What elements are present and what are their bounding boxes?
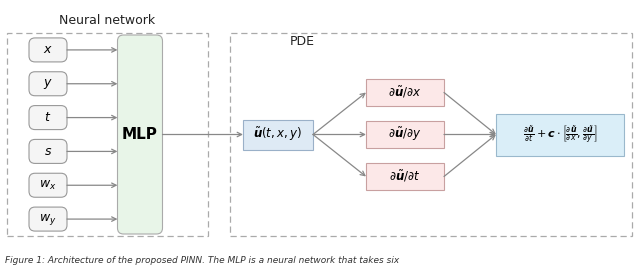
Bar — [7, 33, 208, 236]
Text: PDE: PDE — [290, 35, 315, 48]
Text: $\tilde{\boldsymbol{u}}(t,x,y)$: $\tilde{\boldsymbol{u}}(t,x,y)$ — [253, 126, 303, 143]
Bar — [230, 33, 632, 236]
Text: $t$: $t$ — [44, 111, 52, 124]
Text: $y$: $y$ — [43, 77, 53, 91]
Text: $s$: $s$ — [44, 145, 52, 158]
Text: MLP: MLP — [122, 127, 158, 142]
Text: $w_x$: $w_x$ — [39, 179, 57, 192]
Text: $\frac{\partial \tilde{\boldsymbol{u}}}{\partial t} + \boldsymbol{c} \cdot \left: $\frac{\partial \tilde{\boldsymbol{u}}}{… — [523, 123, 597, 145]
FancyBboxPatch shape — [118, 35, 163, 234]
Text: Figure 1: Architecture of the proposed PINN. The MLP is a neural network that ta: Figure 1: Architecture of the proposed P… — [5, 256, 399, 265]
Text: $\partial\tilde{\boldsymbol{u}}/\partial t$: $\partial\tilde{\boldsymbol{u}}/\partial… — [389, 169, 420, 184]
FancyBboxPatch shape — [29, 72, 67, 96]
Bar — [366, 163, 444, 190]
Text: $x$: $x$ — [43, 43, 53, 56]
FancyBboxPatch shape — [29, 105, 67, 130]
FancyBboxPatch shape — [29, 38, 67, 62]
FancyBboxPatch shape — [29, 139, 67, 163]
Bar — [366, 121, 444, 148]
Text: $w_y$: $w_y$ — [39, 212, 57, 227]
Text: Neural network: Neural network — [60, 14, 156, 27]
FancyBboxPatch shape — [29, 173, 67, 197]
Bar — [243, 119, 313, 150]
Text: $\partial\tilde{\boldsymbol{u}}/\partial y$: $\partial\tilde{\boldsymbol{u}}/\partial… — [388, 126, 422, 143]
Bar — [366, 79, 444, 106]
Text: $\partial\tilde{\boldsymbol{u}}/\partial x$: $\partial\tilde{\boldsymbol{u}}/\partial… — [388, 85, 422, 100]
FancyBboxPatch shape — [29, 207, 67, 231]
Bar — [496, 113, 624, 156]
